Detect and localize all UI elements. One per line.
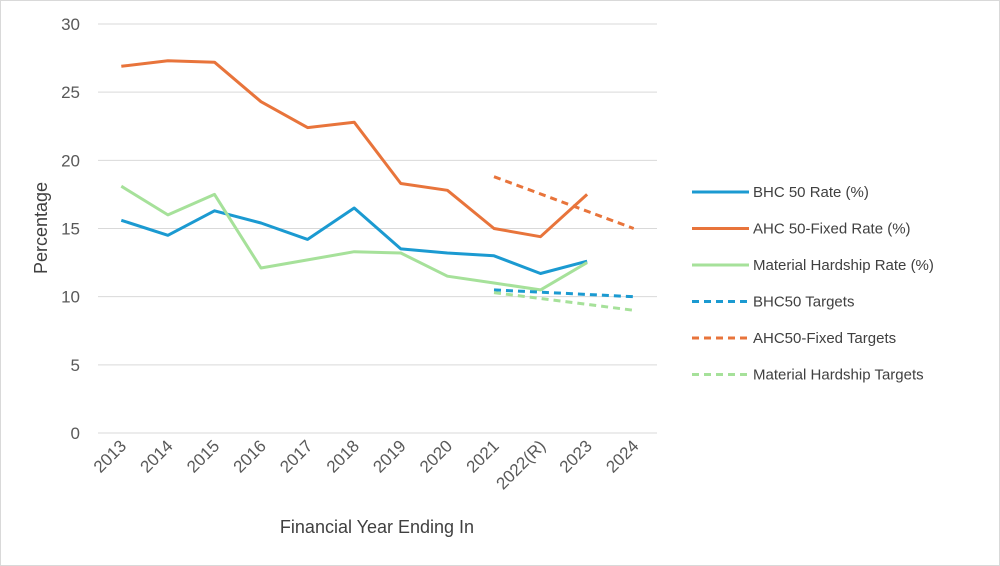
gridlines bbox=[98, 23, 657, 434]
series-line bbox=[493, 288, 634, 299]
x-tick-label: 2016 bbox=[230, 436, 270, 476]
y-tick-label: 20 bbox=[61, 151, 80, 170]
legend: BHC 50 Rate (%) AHC 50-Fixed Rate (%) Ma… bbox=[692, 184, 934, 384]
x-tick-label: 2019 bbox=[369, 436, 409, 476]
legend-label: BHC50 Targets bbox=[753, 294, 854, 311]
x-axis-ticks: 2013 2014 2015 2016 2017 2018 2019 2020 20212022… bbox=[90, 436, 643, 493]
legend-label: AHC50-Fixed Targets bbox=[753, 330, 896, 347]
series-line bbox=[493, 291, 634, 312]
x-tick-label: 2022(R) bbox=[493, 436, 550, 493]
y-tick-label: 30 bbox=[61, 15, 80, 34]
x-tick-label: 2015 bbox=[183, 436, 223, 476]
legend-label: Material Hardship Rate (%) bbox=[753, 257, 934, 274]
x-tick-label: 2024 bbox=[602, 436, 642, 476]
series-line bbox=[493, 175, 635, 230]
y-tick-label: 0 bbox=[71, 424, 80, 443]
y-axis-title: Percentage bbox=[31, 182, 51, 274]
y-tick-label: 5 bbox=[71, 356, 80, 375]
x-tick-label: 2018 bbox=[323, 436, 363, 476]
x-tick-label: 2014 bbox=[137, 436, 177, 476]
series-line bbox=[120, 206, 588, 275]
y-tick-label: 15 bbox=[61, 220, 80, 239]
y-tick-label: 10 bbox=[61, 288, 80, 307]
x-tick-label: 2021 bbox=[463, 436, 503, 476]
x-tick-label: 2017 bbox=[276, 436, 316, 476]
series-line bbox=[121, 59, 589, 239]
x-axis-title: Financial Year Ending In bbox=[280, 517, 474, 537]
x-tick-label: 2020 bbox=[416, 436, 456, 476]
series-line bbox=[120, 184, 588, 292]
legend-label: BHC 50 Rate (%) bbox=[753, 184, 869, 201]
x-tick-label: 2013 bbox=[90, 436, 130, 476]
series-lines bbox=[120, 59, 635, 312]
y-axis-ticks: 0 5 10 15 20 25 30 bbox=[61, 15, 80, 443]
y-tick-label: 25 bbox=[61, 83, 80, 102]
legend-label: AHC 50-Fixed Rate (%) bbox=[753, 221, 911, 238]
legend-label: Material Hardship Targets bbox=[753, 367, 924, 384]
x-tick-label: 2023 bbox=[556, 436, 596, 476]
